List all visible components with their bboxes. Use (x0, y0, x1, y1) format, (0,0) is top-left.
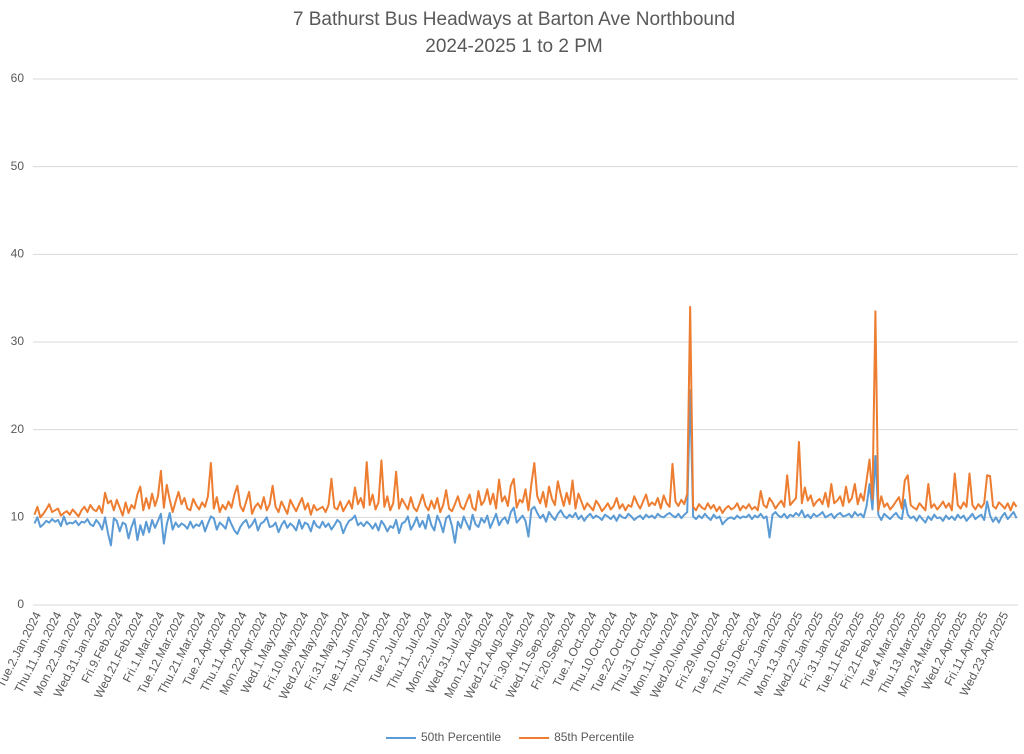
grid: 0 10 20 30 40 50 60 (11, 71, 1018, 611)
series-line (33, 389, 1018, 547)
chart-title: 7 Bathurst Bus Headways at Barton Ave No… (293, 9, 735, 30)
legend-label: 50th Percentile (421, 730, 501, 744)
y-tick-label: 0 (17, 597, 24, 611)
plot-area (33, 305, 1018, 547)
y-tick-label: 60 (11, 71, 25, 85)
x-axis: Tue.2.Jan.2024Thu.11.Jan.2024Mon.22.Jan.… (0, 609, 1011, 701)
y-tick-label: 30 (11, 334, 25, 348)
y-tick-label: 50 (11, 159, 25, 173)
y-tick-label: 20 (11, 422, 25, 436)
legend-label: 85th Percentile (554, 730, 634, 744)
y-tick-label: 40 (11, 247, 25, 261)
chart-subtitle: 2024-2025 1 to 2 PM (425, 36, 602, 57)
series-line (33, 305, 1018, 519)
legend: 50th Percentile 85th Percentile (386, 730, 634, 744)
y-tick-label: 10 (11, 510, 25, 524)
